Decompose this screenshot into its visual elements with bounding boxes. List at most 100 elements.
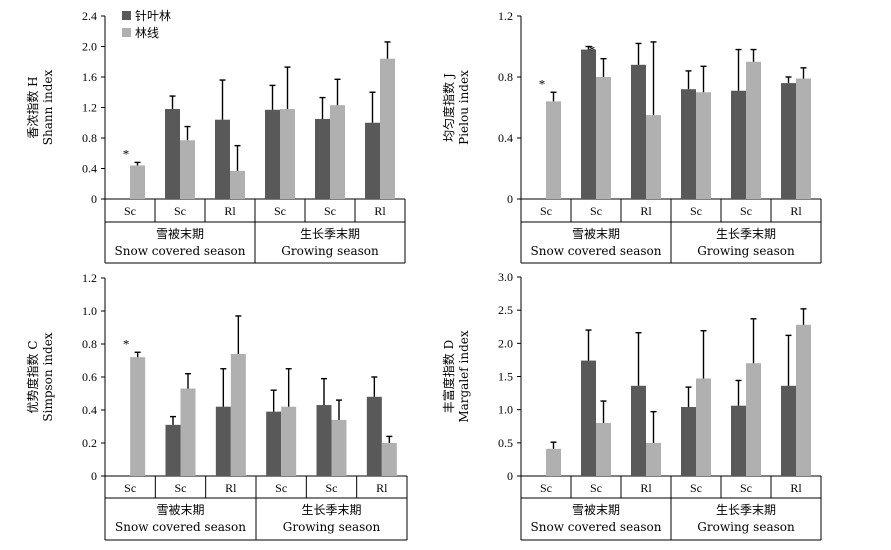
- x-tick-label: Sc: [690, 204, 702, 218]
- bar-series2: [230, 353, 246, 476]
- group-label-cn: 雪被末期: [156, 503, 204, 517]
- y-axis-title-en: Shann index: [41, 70, 55, 146]
- x-tick-label: Rl: [376, 481, 388, 495]
- bar-series1: [215, 119, 230, 199]
- bar-series1: [365, 122, 380, 199]
- chart-panel-2: 0 0.4 0.8 1.2 Sc Sc Rl Sc Sc Rl 雪被末期 Snow covered s…: [441, 9, 822, 264]
- y-axis-title-en: Margalef index: [457, 330, 471, 423]
- bar-series1: [316, 405, 332, 476]
- bar-series2: [696, 378, 711, 476]
- legend-swatch-series2: [122, 28, 131, 37]
- bar-series2: [280, 109, 295, 199]
- y-tick-label: 0: [507, 192, 513, 206]
- bar-series1: [681, 89, 696, 199]
- bar-series2: [130, 357, 146, 476]
- y-tick-label: 0.8: [82, 131, 97, 145]
- group-label-cn: 生长季末期: [300, 227, 360, 241]
- y-tick-label: 0.8: [498, 70, 513, 84]
- bar-series2: [596, 77, 611, 199]
- bar-series1: [681, 407, 696, 476]
- bar-series2: [546, 448, 561, 476]
- x-tick-label: Sc: [540, 204, 552, 218]
- bar-series2: [796, 78, 811, 199]
- x-tick-label: Sc: [590, 481, 602, 495]
- x-tick-label: Sc: [326, 481, 338, 495]
- y-tick-label: 2.4: [82, 9, 97, 23]
- y-tick-label: 0.8: [82, 337, 97, 351]
- group-label-en: Snow covered season: [115, 520, 246, 534]
- x-tick-label: Sc: [174, 204, 186, 218]
- group-label-cn: 生长季末期: [716, 227, 776, 241]
- bar-series1: [266, 411, 282, 476]
- bar-series2: [230, 170, 245, 199]
- y-tick-label: 1.2: [498, 9, 513, 23]
- y-tick-label: 2.0: [498, 336, 513, 350]
- bar-series1: [165, 109, 180, 199]
- y-tick-label: 2.5: [498, 303, 513, 317]
- bar-series2: [546, 101, 561, 199]
- bar-series2: [380, 58, 395, 200]
- bar-series1: [215, 406, 231, 476]
- y-axis-title-en: Pielou index: [457, 70, 471, 145]
- legend-label-series2: 林线: [135, 26, 159, 40]
- y-tick-label: 1.5: [498, 370, 513, 384]
- chart-panel-4: 0 0.5 1.0 1.5 2.0 2.5 3.0 Sc Sc Rl Sc Sc Rl 雪被末期 Snow …: [441, 270, 822, 541]
- group-label-en: Snow covered season: [531, 520, 662, 534]
- bar-series1: [315, 118, 330, 199]
- chart-panel-3: 0 0.2 0.4 0.6 0.8 1.0 1.2 Sc Sc Rl Sc Sc Rl 雪被末期 Snow …: [25, 271, 408, 541]
- group-label-cn: 雪被末期: [572, 227, 620, 241]
- x-tick-label: Sc: [690, 481, 702, 495]
- x-tick-label: Sc: [274, 204, 286, 218]
- y-tick-label: 3.0: [498, 270, 513, 284]
- y-tick-label: 0.5: [498, 436, 513, 450]
- y-tick-label: 1.0: [498, 403, 513, 417]
- legend-swatch-series1: [122, 11, 131, 20]
- group-label-en: Growing season: [283, 520, 381, 534]
- x-tick-label: Rl: [640, 204, 652, 218]
- y-axis-title-cn: 优势度指数 C: [25, 341, 40, 414]
- group-label-cn: 生长季末期: [301, 503, 361, 517]
- y-tick-label: 2.0: [82, 40, 97, 54]
- group-label-en: Growing season: [281, 244, 379, 258]
- bar-series1: [781, 83, 796, 199]
- bar-series1: [731, 405, 746, 476]
- x-tick-label: Rl: [790, 481, 802, 495]
- bar-series2: [746, 61, 761, 199]
- y-axis-title-cn: 丰富度指数 D: [441, 340, 456, 413]
- group-label-en: Snow covered season: [115, 244, 246, 258]
- x-tick-label: Rl: [374, 204, 386, 218]
- bar-series1: [581, 49, 596, 199]
- x-tick-label: Sc: [540, 481, 552, 495]
- bar-series1: [631, 64, 646, 199]
- x-tick-label: Sc: [590, 204, 602, 218]
- bar-series2: [746, 363, 761, 476]
- bar-series1: [781, 385, 796, 476]
- significance-star: *: [539, 76, 546, 91]
- bar-series1: [165, 424, 181, 476]
- bar-series2: [796, 324, 811, 476]
- bar-series2: [381, 443, 397, 476]
- y-tick-label: 0.4: [82, 162, 97, 176]
- group-label-en: Growing season: [697, 244, 795, 258]
- y-tick-label: 0: [91, 192, 97, 206]
- significance-star: *: [589, 43, 596, 58]
- x-tick-label: Sc: [124, 204, 136, 218]
- y-tick-label: 1.2: [82, 271, 97, 285]
- x-tick-label: Sc: [175, 481, 187, 495]
- bar-series2: [331, 419, 347, 476]
- bar-series2: [596, 422, 611, 476]
- group-label-en: Snow covered season: [531, 244, 662, 258]
- group-label-en: Growing season: [697, 520, 795, 534]
- bar-series2: [180, 388, 196, 476]
- x-tick-label: Sc: [324, 204, 336, 218]
- bar-series2: [696, 92, 711, 199]
- y-tick-label: 0.4: [82, 403, 97, 417]
- bar-series2: [330, 105, 345, 199]
- group-label-cn: 雪被末期: [156, 227, 204, 241]
- y-tick-label: 0.6: [82, 370, 97, 384]
- x-tick-label: Rl: [640, 481, 652, 495]
- bar-series1: [581, 360, 596, 476]
- y-axis-title-cn: 均匀度指数 J: [441, 73, 456, 142]
- bar-series1: [731, 90, 746, 199]
